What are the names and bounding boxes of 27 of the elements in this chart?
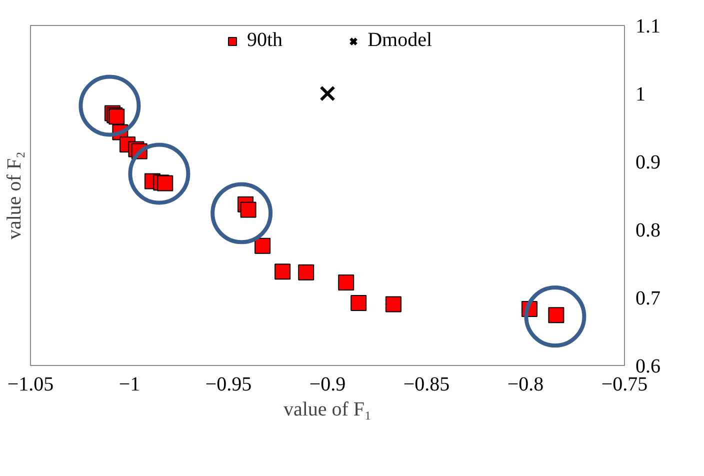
x-tick-label: −1 — [118, 374, 140, 396]
point — [338, 274, 354, 291]
y-tick-label: 1 — [636, 84, 646, 106]
point — [274, 264, 291, 280]
legend-label: 90th — [247, 29, 283, 52]
point — [385, 296, 402, 312]
point — [157, 175, 174, 192]
point — [254, 238, 271, 254]
x-tick-label: −0.8 — [507, 374, 544, 396]
y-tick-label: 0.7 — [636, 288, 660, 310]
y-tick-label: 0.9 — [636, 152, 660, 174]
legend-label: Dmodel — [368, 29, 432, 52]
x-axis-title: value of F₁ — [283, 398, 372, 420]
x-tick-label: −0.85 — [403, 374, 450, 396]
point — [210, 182, 273, 244]
point — [350, 294, 367, 311]
point — [128, 142, 190, 205]
point — [524, 286, 586, 348]
point — [320, 86, 336, 102]
x-tick-label: −0.95 — [205, 374, 252, 396]
y-tick-label: 0.8 — [636, 220, 660, 242]
y-tick-label: 1.1 — [636, 16, 660, 38]
x-tick-label: −1.05 — [7, 374, 54, 396]
point — [78, 74, 141, 137]
point — [298, 264, 314, 280]
x-tick-label: −0.9 — [309, 374, 346, 396]
y-axis-title: value of F₂ — [4, 151, 26, 240]
